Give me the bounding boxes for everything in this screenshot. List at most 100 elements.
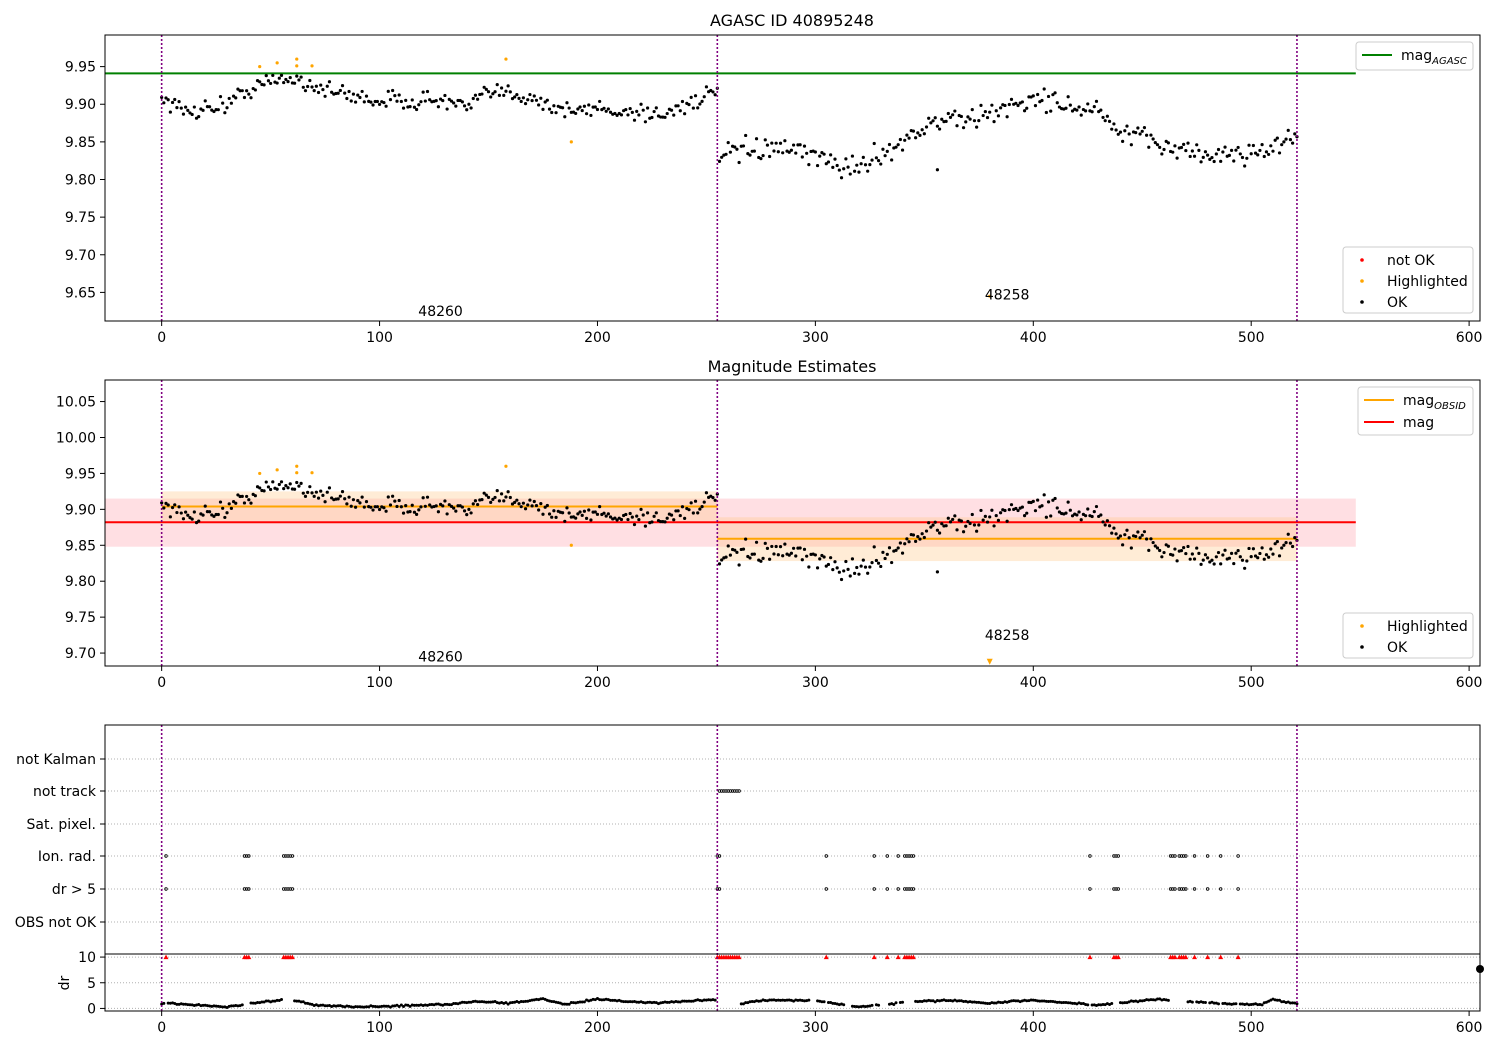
y-tick-label: 9.90 <box>65 97 96 113</box>
dr-point <box>1064 1001 1068 1005</box>
dr-point <box>975 1000 979 1004</box>
dr-point <box>1247 1003 1251 1007</box>
dr-point <box>1060 1001 1064 1005</box>
dr-point <box>256 1000 260 1004</box>
data-point <box>927 116 931 120</box>
data-point <box>580 513 584 517</box>
data-point <box>1155 546 1160 550</box>
data-point <box>1238 152 1242 156</box>
data-point <box>759 157 763 161</box>
data-point <box>1136 126 1140 130</box>
flag-marker <box>872 887 876 891</box>
data-point <box>1099 108 1103 112</box>
data-point <box>791 143 796 147</box>
data-point <box>794 554 798 558</box>
data-point <box>1260 546 1264 550</box>
dr-point <box>336 1004 340 1008</box>
data-point <box>1208 157 1212 161</box>
highlighted-point <box>295 57 299 61</box>
data-point <box>347 89 351 94</box>
data-point <box>460 100 464 104</box>
data-point <box>1188 557 1192 561</box>
dr-point <box>460 1000 464 1004</box>
data-point <box>441 98 445 103</box>
dr-point <box>600 998 604 1002</box>
data-point <box>1186 141 1190 145</box>
data-point <box>462 104 467 108</box>
data-point <box>1077 105 1081 109</box>
data-point <box>391 88 395 93</box>
dr-point <box>166 1001 170 1005</box>
dr-point <box>519 999 523 1003</box>
dr-point <box>550 999 554 1003</box>
data-point <box>386 89 390 93</box>
data-point <box>299 481 303 486</box>
data-point <box>772 552 776 556</box>
data-point <box>286 486 290 490</box>
flag-marker <box>286 854 290 858</box>
data-point <box>1049 109 1053 113</box>
flag-marker <box>719 789 724 793</box>
flag-marker <box>286 887 290 891</box>
x-tick-label: 500 <box>1238 1020 1265 1036</box>
data-point <box>1188 154 1192 159</box>
data-point <box>325 84 329 88</box>
data-point <box>1238 555 1242 559</box>
data-point <box>1025 106 1029 110</box>
x-tick-label: 0 <box>157 330 166 346</box>
data-point <box>935 124 940 128</box>
data-point <box>179 511 183 515</box>
highlighted-point <box>295 471 299 475</box>
data-point <box>922 535 926 540</box>
dr-point <box>212 1004 216 1008</box>
flag-marker <box>1171 887 1175 891</box>
data-point <box>234 96 238 100</box>
data-point <box>1079 518 1083 522</box>
data-point <box>528 498 532 502</box>
data-point <box>726 140 730 145</box>
data-points <box>160 57 1299 298</box>
data-point <box>1105 519 1109 523</box>
data-point <box>1229 148 1234 152</box>
data-point <box>513 95 517 99</box>
dr-clipped-point <box>736 954 742 960</box>
dr-clipped-point <box>895 954 901 960</box>
data-point <box>1110 127 1114 131</box>
data-point <box>576 512 580 516</box>
dr-clipped-point <box>871 954 877 960</box>
dr-point <box>563 1002 567 1006</box>
data-point <box>506 490 510 494</box>
data-point <box>534 98 539 102</box>
flag-marker <box>281 854 286 858</box>
data-point <box>164 96 168 100</box>
data-point <box>894 548 898 552</box>
data-point <box>582 104 586 108</box>
obsid-label: 48260 <box>418 650 463 666</box>
data-point <box>162 506 166 510</box>
data-point <box>388 98 393 102</box>
data-point <box>412 105 417 109</box>
data-point <box>870 561 874 565</box>
data-point <box>985 520 990 524</box>
dr-point <box>582 1000 586 1004</box>
data-point <box>1277 151 1282 155</box>
data-point <box>885 149 889 153</box>
data-point <box>340 84 345 88</box>
data-point <box>728 553 732 557</box>
data-point <box>933 116 937 120</box>
dr-point <box>842 1003 846 1007</box>
data-point <box>676 509 680 513</box>
data-point <box>946 111 950 116</box>
data-point <box>1003 508 1007 513</box>
data-point <box>1114 532 1118 536</box>
data-point <box>859 162 863 166</box>
data-point <box>866 571 870 575</box>
data-point <box>321 493 325 497</box>
data-point <box>168 515 172 519</box>
data-point <box>1221 553 1225 557</box>
data-point <box>561 106 565 110</box>
dr-point <box>652 1000 656 1004</box>
dr-point <box>763 999 767 1003</box>
dr-point <box>569 1001 573 1005</box>
